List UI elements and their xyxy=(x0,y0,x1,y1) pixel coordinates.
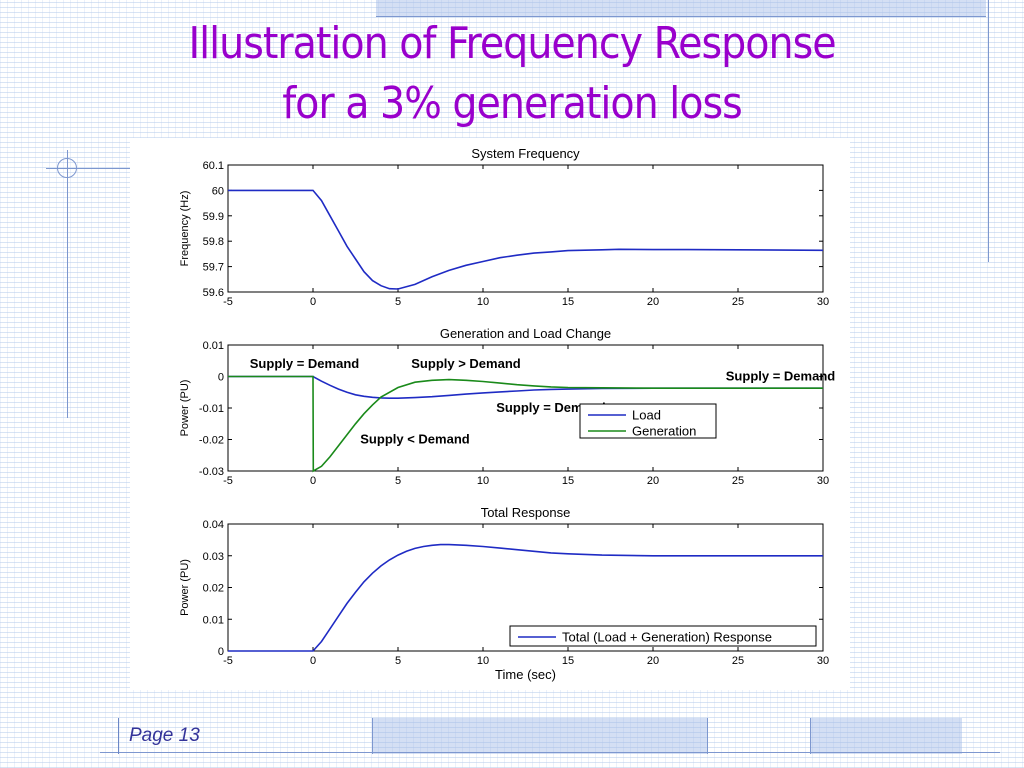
chart-0-ytick-label: 59.7 xyxy=(203,262,224,274)
chart-1-legend-box xyxy=(579,403,717,439)
left-crosshair-circle xyxy=(57,158,77,178)
right-decoration-line xyxy=(988,0,989,262)
chart-1-annotation: Supply < Demand xyxy=(360,432,469,447)
chart-0-title: System Frequency xyxy=(471,146,580,161)
chart-2-xtick-label: 20 xyxy=(647,655,659,667)
chart-1-ytick-label: 0 xyxy=(218,372,224,384)
chart-2-xtick-label: 0 xyxy=(310,655,316,667)
footer-decoration-bar-center xyxy=(372,718,708,754)
chart-2-ylabel: Power (PU) xyxy=(179,559,191,616)
chart-2-xtick-label: 10 xyxy=(477,655,489,667)
chart-1-ytick-label: 0.01 xyxy=(203,340,224,352)
chart-2-ytick-label: 0.04 xyxy=(203,519,224,531)
chart-0-xtick-label: 5 xyxy=(395,296,401,308)
chart-0-xtick-label: 30 xyxy=(817,296,829,308)
chart-1-ytick-label: -0.02 xyxy=(199,435,224,447)
chart-0-xtick-label: 15 xyxy=(562,296,574,308)
chart-2-xtick-label: -5 xyxy=(223,655,233,667)
footer-decoration-line xyxy=(100,752,1000,753)
chart-1-xtick-label: 10 xyxy=(477,475,489,487)
chart-2-ytick-label: 0.02 xyxy=(203,583,224,595)
slide-title-line-2: for a 3% generation loss xyxy=(282,78,742,129)
chart-2-xlabel: Time (sec) xyxy=(495,667,556,682)
chart-0-ytick-label: 59.6 xyxy=(203,287,224,299)
chart-0-ylabel: Frequency (Hz) xyxy=(179,191,191,267)
chart-0-xtick-label: 25 xyxy=(732,296,744,308)
chart-1-annotation: Supply = Demand xyxy=(250,356,359,371)
chart-1-xtick-label: 15 xyxy=(562,475,574,487)
chart-1-xtick-label: 0 xyxy=(310,475,316,487)
left-decoration-line xyxy=(67,150,68,418)
chart-1-axes-box xyxy=(227,344,824,472)
chart-1-ylabel: Power (PU) xyxy=(179,380,191,437)
chart-0-ytick-label: 59.9 xyxy=(203,211,224,223)
footer-decoration-bar-right xyxy=(810,718,962,754)
chart-0-axes-box xyxy=(227,164,824,293)
chart-2-series-total-load-generation-response xyxy=(228,543,823,652)
slide-title-line-1: Illustration of Frequency Response xyxy=(188,18,836,69)
chart-1-xtick-label: 20 xyxy=(647,475,659,487)
chart-2-title: Total Response xyxy=(481,505,571,520)
chart-0-ytick-label: 59.8 xyxy=(203,236,224,248)
chart-1-series-load xyxy=(228,375,823,400)
chart-0-ytick-label: 60 xyxy=(212,185,224,197)
chart-1-xtick-label: -5 xyxy=(223,475,233,487)
chart-1-annotation: Supply > Demand xyxy=(411,356,520,371)
chart-0-xtick-label: 0 xyxy=(310,296,316,308)
left-crosshair-horizontal xyxy=(46,168,130,169)
chart-1-annotation: Supply = Demand xyxy=(496,400,605,415)
chart-2-xtick-label: 5 xyxy=(395,655,401,667)
chart-2-legend-label: Total (Load + Generation) Response xyxy=(562,630,772,645)
chart-1-ytick-label: -0.03 xyxy=(199,466,224,478)
chart-2-ytick-label: 0.01 xyxy=(203,614,224,626)
chart-1-ytick-label: -0.01 xyxy=(199,403,224,415)
chart-1-legend-label: Load xyxy=(632,408,661,423)
chart-2-legend-box xyxy=(509,625,817,647)
chart-2-ytick-label: 0 xyxy=(218,646,224,658)
slide-title: Illustration of Frequency Response for a… xyxy=(0,14,1024,134)
chart-1-annotation: Supply = Demand xyxy=(726,369,835,384)
chart-2-xtick-label: 15 xyxy=(562,655,574,667)
chart-1-series-generation xyxy=(228,375,823,473)
chart-1-xtick-label: 5 xyxy=(395,475,401,487)
header-decoration-bar xyxy=(376,0,986,17)
page-number: Page 13 xyxy=(118,718,266,754)
chart-1-xtick-label: 25 xyxy=(732,475,744,487)
chart-1-title: Generation and Load Change xyxy=(440,326,611,341)
chart-1-legend-label: Generation xyxy=(632,424,696,439)
chart-0-series-line xyxy=(228,189,824,290)
chart-2-xtick-label: 30 xyxy=(817,655,829,667)
chart-0-xtick-label: 20 xyxy=(647,296,659,308)
chart-0-xtick-label: 10 xyxy=(477,296,489,308)
chart-0-xtick-label: -5 xyxy=(223,296,233,308)
chart-2-xtick-label: 25 xyxy=(732,655,744,667)
chart-0-ytick-label: 60.1 xyxy=(203,160,224,172)
chart-2-ytick-label: 0.03 xyxy=(203,551,224,563)
chart-1-xtick-label: 30 xyxy=(817,475,829,487)
